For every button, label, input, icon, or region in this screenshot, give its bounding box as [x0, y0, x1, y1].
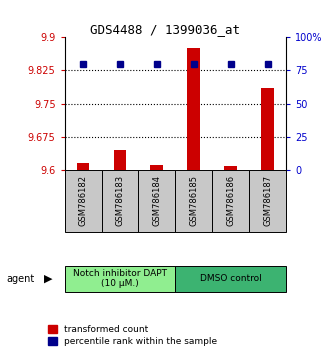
Bar [76, 163, 89, 170]
Text: ▶: ▶ [44, 274, 52, 284]
Bar [65, 170, 102, 232]
Text: GSM786183: GSM786183 [116, 175, 124, 226]
Bar [151, 165, 164, 170]
Bar [187, 48, 200, 170]
Text: GDS4488 / 1399036_at: GDS4488 / 1399036_at [90, 23, 241, 36]
Text: Notch inhibitor DAPT
(10 μM.): Notch inhibitor DAPT (10 μM.) [73, 269, 167, 289]
Bar [261, 88, 274, 170]
Bar [224, 166, 237, 170]
Text: DMSO control: DMSO control [200, 274, 262, 283]
Text: agent: agent [7, 274, 35, 284]
Text: GSM786185: GSM786185 [189, 175, 198, 226]
Text: GSM786184: GSM786184 [153, 175, 162, 226]
Bar [65, 266, 175, 292]
Text: GSM786187: GSM786187 [263, 175, 272, 226]
Bar [102, 170, 138, 232]
Bar [249, 170, 286, 232]
Bar [213, 170, 249, 232]
Bar [138, 170, 175, 232]
Legend: transformed count, percentile rank within the sample: transformed count, percentile rank withi… [48, 325, 217, 346]
Text: GSM786186: GSM786186 [226, 175, 235, 226]
Bar [175, 170, 213, 232]
Bar [114, 150, 126, 170]
Text: GSM786182: GSM786182 [78, 175, 87, 226]
Bar [175, 266, 286, 292]
